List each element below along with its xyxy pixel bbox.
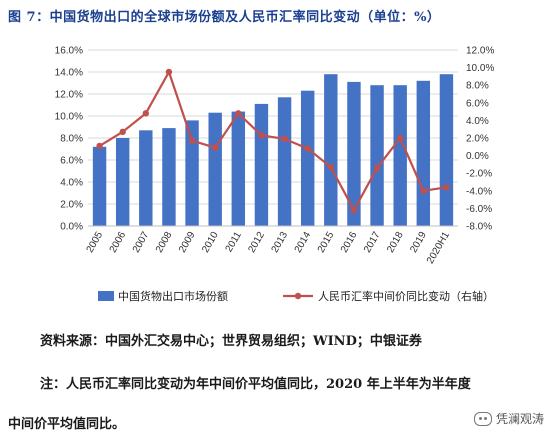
line-point <box>119 128 126 136</box>
left-tick-label: 16.0% <box>55 46 83 57</box>
line-point <box>443 184 450 191</box>
line-point <box>165 68 173 76</box>
bar <box>439 74 454 226</box>
line-point <box>327 163 335 171</box>
x-axis: 2005 2006 2007 2008 2009 2010 2011 2012 2013 2014… <box>85 230 453 266</box>
bar <box>162 128 176 226</box>
bar <box>185 120 199 226</box>
line-point <box>373 164 381 172</box>
x-tick-label: 2010 <box>200 230 221 255</box>
watermark-text: 凭澜观涛 <box>495 412 544 426</box>
bar <box>92 146 107 226</box>
x-tick-label: 2008 <box>154 230 175 255</box>
x-tick-label: 2006 <box>108 230 129 255</box>
left-tick-label: 2.0% <box>60 200 83 211</box>
figure-title: 图 7：中国货物出口的全球市场份额及人民币汇率同比变动（单位：%） <box>8 10 441 25</box>
x-tick-label: 2019 <box>408 230 429 255</box>
line-point <box>304 145 311 152</box>
right-tick-label: -4.0% <box>466 186 492 197</box>
line-point <box>258 132 265 139</box>
chart-svg: 0.0% 2.0% 4.0% 6.0% 8.0% 10.0% 12.0% 14.0% 16.0%… <box>55 46 495 304</box>
x-tick-label: 2020H1 <box>425 230 452 266</box>
legend-line-label: 人民币汇率中间价同比变动（右轴） <box>318 289 494 303</box>
x-tick-label: 2015 <box>316 230 337 255</box>
bar <box>231 111 246 226</box>
line-point <box>281 135 288 143</box>
right-tick-label: 4.0% <box>466 116 489 127</box>
wechat-icon <box>473 411 492 426</box>
right-tick-label: -6.0% <box>466 204 492 215</box>
right-tick-label: 2.0% <box>466 134 489 145</box>
bar <box>393 85 407 226</box>
x-tick-label: 2018 <box>385 230 406 255</box>
x-tick-label: 2012 <box>246 230 267 255</box>
right-axis: -8.0% -6.0% -4.0% -2.0% 0.0% 2.0% 4.0% 6.0% 8.0%… <box>466 46 494 233</box>
series-line <box>98 69 447 213</box>
line-point <box>142 110 150 117</box>
left-tick-label: 4.0% <box>60 178 83 189</box>
left-axis: 0.0% 2.0% 4.0% 6.0% 8.0% 10.0% 12.0% 14.0% 16.0% <box>55 46 83 233</box>
line-point <box>235 110 242 117</box>
bar <box>115 138 130 226</box>
bar <box>139 130 153 226</box>
line-series <box>96 68 450 214</box>
left-tick-label: 6.0% <box>60 156 83 167</box>
bar <box>208 112 222 226</box>
x-tick-label: 2014 <box>293 230 314 255</box>
left-tick-label: 10.0% <box>55 112 83 123</box>
bar <box>254 103 269 226</box>
line-point <box>211 144 219 151</box>
footnote-line-2: 中间价平均值同比。 <box>8 417 126 432</box>
legend: 中国货物出口市场份额 人民币汇率中间价同比变动（右轴） <box>98 289 494 303</box>
left-tick-label: 14.0% <box>55 68 83 79</box>
x-tick-label: 2017 <box>362 230 383 255</box>
line-point <box>350 206 358 214</box>
x-tick-label: 2016 <box>339 230 360 255</box>
legend-bar-label: 中国货物出口市场份额 <box>118 289 228 303</box>
x-tick-label: 2011 <box>224 230 244 255</box>
right-tick-label: 8.0% <box>466 81 489 92</box>
x-tick-label: 2007 <box>131 230 152 255</box>
legend-line-marker <box>294 292 302 300</box>
left-tick-label: 12.0% <box>55 90 83 101</box>
right-tick-label: 10.0% <box>466 63 494 74</box>
right-tick-label: 12.0% <box>466 46 494 57</box>
line-point <box>96 142 103 150</box>
x-tick-label: 2009 <box>177 230 198 255</box>
right-tick-label: 6.0% <box>466 98 489 109</box>
line-point <box>396 134 404 142</box>
source-note: 资料来源：中国外汇交易中心；世界贸易组织；WIND；中银证券 <box>40 334 422 349</box>
bar <box>277 97 292 226</box>
line-point <box>188 137 196 144</box>
line-point <box>420 187 427 194</box>
left-tick-label: 0.0% <box>60 222 83 233</box>
bar <box>300 90 315 226</box>
watermark: 凭澜观涛 <box>473 410 544 427</box>
bar <box>416 80 431 226</box>
right-tick-label: 0.0% <box>466 151 489 162</box>
right-tick-label: -2.0% <box>466 169 492 180</box>
x-tick-label: 2005 <box>85 230 106 255</box>
bar <box>324 74 338 226</box>
bar <box>370 85 384 226</box>
right-tick-label: -8.0% <box>466 222 492 233</box>
legend-bar-swatch <box>98 291 114 301</box>
bar <box>347 81 361 227</box>
footnote-line-1: 注：人民币汇率同比变动为年中间价平均值同比，2020 年上半年为半年度 <box>40 377 471 392</box>
left-tick-label: 8.0% <box>60 134 83 145</box>
x-tick-label: 2013 <box>270 230 291 255</box>
